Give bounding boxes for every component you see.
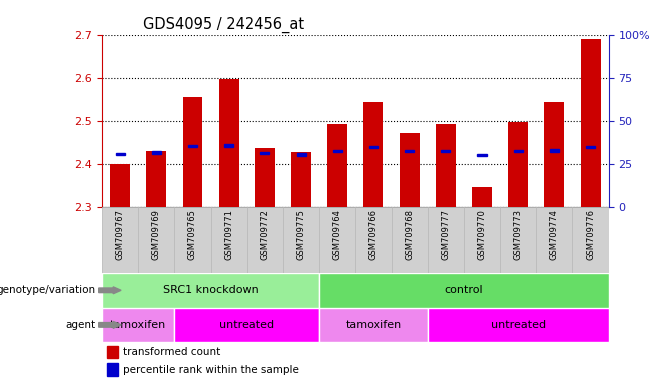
Text: percentile rank within the sample: percentile rank within the sample <box>123 364 299 374</box>
Text: GSM709765: GSM709765 <box>188 209 197 260</box>
Bar <box>297 154 305 156</box>
Text: tamoxifen: tamoxifen <box>345 320 401 330</box>
Bar <box>107 346 118 358</box>
Bar <box>102 273 319 308</box>
Bar <box>116 153 124 156</box>
Bar <box>478 154 486 156</box>
Bar <box>355 207 392 273</box>
Text: GSM709777: GSM709777 <box>442 209 450 260</box>
Bar <box>291 152 311 207</box>
Text: genotype/variation: genotype/variation <box>0 285 95 295</box>
Bar <box>500 207 536 273</box>
Bar <box>428 207 464 273</box>
Bar <box>224 144 233 147</box>
Text: SRC1 knockdown: SRC1 knockdown <box>163 285 259 295</box>
Text: transformed count: transformed count <box>123 347 220 357</box>
Bar <box>319 207 355 273</box>
Text: GDS4095 / 242456_at: GDS4095 / 242456_at <box>143 17 303 33</box>
Text: GSM709773: GSM709773 <box>514 209 522 260</box>
Bar <box>138 207 174 273</box>
Bar <box>261 152 269 154</box>
Bar <box>102 207 138 273</box>
Text: GSM709775: GSM709775 <box>297 209 305 260</box>
Text: agent: agent <box>65 320 95 330</box>
Text: GSM709771: GSM709771 <box>224 209 233 260</box>
Bar <box>319 273 609 308</box>
Bar <box>405 150 414 152</box>
Text: GSM709774: GSM709774 <box>550 209 559 260</box>
Bar <box>436 124 456 207</box>
Bar <box>536 207 572 273</box>
Bar <box>218 79 239 207</box>
Bar <box>464 207 500 273</box>
Text: GSM709764: GSM709764 <box>333 209 342 260</box>
Bar <box>514 150 522 152</box>
Bar <box>580 39 601 207</box>
Bar <box>327 124 347 207</box>
Bar <box>146 151 166 207</box>
Text: GSM709768: GSM709768 <box>405 209 414 260</box>
Text: GSM709769: GSM709769 <box>152 209 161 260</box>
Bar <box>110 164 130 207</box>
Bar <box>442 150 450 152</box>
Text: GSM709766: GSM709766 <box>369 209 378 260</box>
Bar <box>182 97 203 207</box>
Bar <box>428 308 609 342</box>
Bar <box>550 149 559 152</box>
Bar <box>102 308 174 342</box>
Bar <box>255 148 275 207</box>
Bar <box>392 207 428 273</box>
Bar <box>107 363 118 376</box>
Text: control: control <box>445 285 483 295</box>
Bar <box>472 187 492 207</box>
Text: GSM709767: GSM709767 <box>116 209 124 260</box>
Bar <box>369 146 378 148</box>
Bar <box>174 207 211 273</box>
Bar <box>508 122 528 207</box>
Text: untreated: untreated <box>491 320 545 330</box>
Bar <box>572 207 609 273</box>
Text: untreated: untreated <box>219 320 274 330</box>
Bar <box>333 150 342 152</box>
Bar <box>152 151 161 154</box>
Bar <box>544 103 565 207</box>
Bar <box>283 207 319 273</box>
Text: tamoxifen: tamoxifen <box>110 320 166 330</box>
Bar <box>211 207 247 273</box>
Text: GSM709770: GSM709770 <box>478 209 486 260</box>
Bar <box>188 145 197 147</box>
Bar <box>586 146 595 148</box>
Bar <box>363 103 384 207</box>
Text: GSM709776: GSM709776 <box>586 209 595 260</box>
Text: GSM709772: GSM709772 <box>261 209 269 260</box>
Bar <box>319 308 428 342</box>
Bar <box>247 207 283 273</box>
Bar <box>399 133 420 207</box>
Bar <box>174 308 319 342</box>
